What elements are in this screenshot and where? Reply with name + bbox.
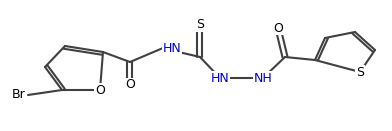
Text: O: O: [95, 83, 105, 97]
Text: O: O: [273, 21, 283, 34]
Text: Br: Br: [12, 89, 26, 102]
Text: O: O: [125, 78, 135, 91]
Text: HN: HN: [211, 72, 229, 84]
Text: S: S: [196, 18, 204, 31]
Text: NH: NH: [254, 72, 272, 84]
Text: HN: HN: [163, 42, 182, 54]
Text: S: S: [356, 66, 364, 78]
